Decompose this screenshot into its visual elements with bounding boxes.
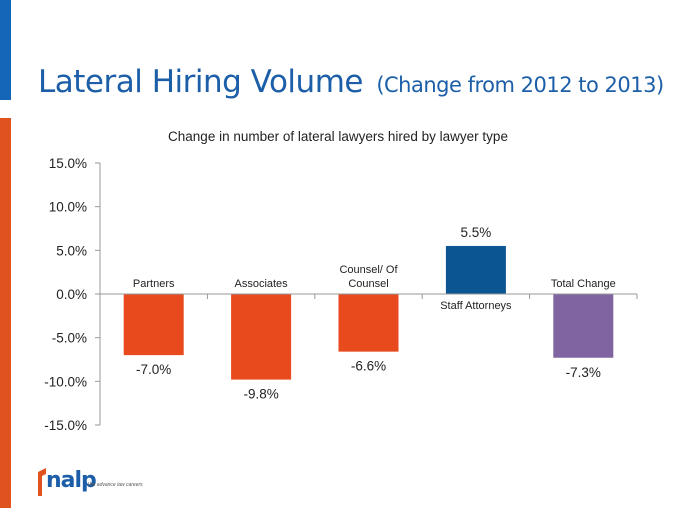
slide-title-subtitle: (Change from 2012 to 2013) [376,73,664,97]
labels: Partners -7.0% Associates -9.8% Counsel/ Of C… [133,225,616,402]
x-axis [99,293,638,299]
y-tick-label: 15.0% [49,156,87,171]
bar [123,294,184,356]
accent-bar-bottom [0,118,11,508]
category-label: Partners [133,278,175,290]
value-label: -9.8% [243,387,278,402]
y-tick-label: 0.0% [56,287,87,302]
bar [445,245,506,294]
category-label: Associates [234,278,288,290]
y-tick-label: -10.0% [44,374,87,389]
category-label: Total Change [551,278,616,290]
value-label: 5.5% [461,225,492,240]
slide-title-main: Lateral Hiring Volume [38,64,363,100]
slide-title: Lateral Hiring Volume (Change from 2012 … [38,64,664,100]
bar [338,294,399,352]
chart-title: Change in number of lateral lawyers hire… [168,129,508,144]
value-label: -7.0% [136,362,171,377]
bar [553,294,614,358]
value-label: -7.3% [566,365,601,380]
y-tick-label: 10.0% [49,200,87,215]
y-tick-label: -5.0% [52,331,87,346]
y-tick-label: -15.0% [44,418,87,433]
category-label: Staff Attorneys [440,300,512,312]
nalp-logo: nalp We advance law careers [36,466,156,498]
bars [123,245,614,380]
value-label: -6.6% [351,359,386,374]
accent-bar-top [0,0,11,100]
y-tick-label: 5.0% [56,243,87,258]
bar [231,294,292,380]
logo-tagline: We advance law careers [88,482,143,488]
logo-wordmark: nalp [46,468,97,493]
y-axis: 15.0% 10.0% 5.0% 0.0% -5.0% -10.0% -15.0% [44,156,101,433]
logo-mark-icon [38,468,46,496]
category-label: Counsel/ Of Counsel [339,264,398,290]
